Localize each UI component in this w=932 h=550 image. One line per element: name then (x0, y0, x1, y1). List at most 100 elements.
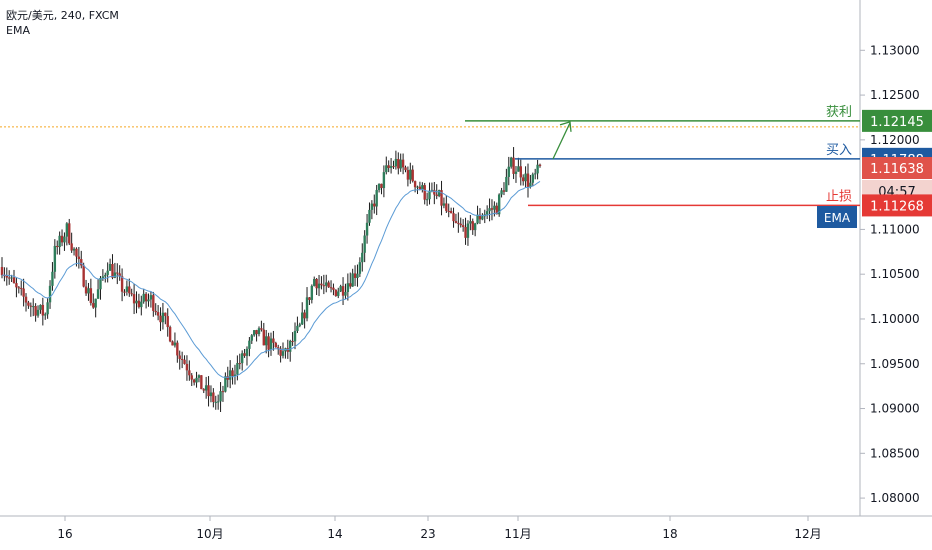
candle-body (272, 338, 275, 343)
candle-body (514, 171, 518, 174)
candle-body (216, 401, 220, 403)
candle-body (123, 291, 126, 293)
candle-body (476, 214, 479, 224)
candle-body (63, 236, 66, 243)
candle-body (497, 194, 501, 215)
candle-body (490, 208, 494, 210)
candle-body (176, 342, 179, 356)
candle-body (413, 181, 417, 188)
candle-body (440, 190, 443, 206)
candle-body (142, 293, 145, 302)
candle-body (164, 312, 167, 317)
candle-body (260, 328, 263, 330)
entry-label: 买入 (826, 143, 852, 158)
candle-body (221, 391, 225, 393)
candle-body (147, 299, 150, 302)
candle-body (298, 324, 302, 326)
candle-body (382, 172, 386, 189)
candle-body (56, 245, 59, 248)
candle-body (137, 300, 141, 308)
candle-body (406, 170, 410, 180)
candle-body (281, 351, 285, 356)
candle-body (173, 342, 177, 346)
candle-body (101, 276, 105, 279)
candle-body (212, 392, 215, 403)
candle-body (226, 376, 229, 380)
candle-body (428, 190, 431, 200)
candle-body (377, 183, 381, 190)
candle-body (291, 340, 294, 342)
candle-body (48, 285, 52, 303)
candle-body (92, 303, 95, 308)
candle-body (159, 315, 162, 323)
candle-body (344, 291, 347, 296)
candle-body (353, 273, 357, 278)
candle-body (238, 363, 241, 365)
candle-body (214, 401, 217, 403)
take-profit-badge-text: 1.12145 (870, 115, 924, 130)
candle-body (228, 370, 232, 380)
candle-body (341, 286, 345, 296)
candle-body (485, 211, 489, 215)
candle-body (140, 301, 143, 308)
candle-body (277, 347, 280, 349)
candle-body (507, 166, 510, 177)
take-profit-label: 获利 (826, 105, 852, 120)
candle-body (96, 289, 100, 299)
candle-body (459, 223, 462, 226)
take-profit-badge-box (862, 109, 932, 132)
candle-body (397, 158, 400, 169)
candle-body (68, 223, 71, 244)
price-tick-label: 1.08000 (870, 491, 920, 505)
candle-body (387, 165, 390, 168)
candle-body (389, 166, 393, 168)
candle-body (192, 379, 196, 383)
candle-body (445, 203, 448, 211)
candle-body (449, 210, 453, 214)
candle-body (317, 283, 321, 289)
time-tick-label: 12月 (794, 527, 821, 541)
ema-line (2, 180, 541, 378)
candle-body (505, 176, 508, 192)
candle-body (411, 169, 414, 182)
price-tick-label: 1.09500 (870, 357, 920, 371)
candle-body (392, 166, 395, 168)
candle-body (82, 265, 85, 287)
candle-body (180, 358, 184, 360)
candle-body (473, 223, 477, 231)
candle-body (183, 359, 186, 364)
candle-body (236, 363, 239, 375)
time-tick-label: 14 (327, 527, 342, 541)
candle-body (365, 222, 369, 236)
candle-body (104, 274, 107, 277)
candle-body (185, 363, 189, 371)
candle-body (325, 282, 328, 286)
time-tick-label: 23 (420, 527, 435, 541)
candle-body (471, 221, 474, 231)
last-price-badge-box (862, 157, 932, 179)
candle-body (380, 183, 383, 189)
candle-body (368, 209, 371, 223)
price-tick-label: 1.12500 (870, 88, 920, 102)
candle-body (34, 306, 37, 316)
candle-body (65, 223, 69, 237)
candle-body (401, 159, 405, 168)
time-tick-label: 16 (57, 527, 72, 541)
candle-body (502, 190, 506, 192)
price-tick-label: 1.10000 (870, 312, 920, 326)
candle-body (509, 157, 513, 167)
candle-body (77, 256, 81, 260)
candle-body (58, 235, 61, 248)
candle-body (363, 235, 366, 253)
candle-body (161, 312, 165, 323)
candle-body (521, 177, 525, 182)
candle-body (17, 287, 21, 289)
candle-body (346, 283, 350, 292)
candle-body (209, 392, 213, 397)
candle-body (135, 300, 138, 304)
candle-body (524, 173, 527, 182)
candle-body (15, 283, 18, 288)
candle-body (89, 288, 93, 304)
candle-body (536, 164, 539, 174)
